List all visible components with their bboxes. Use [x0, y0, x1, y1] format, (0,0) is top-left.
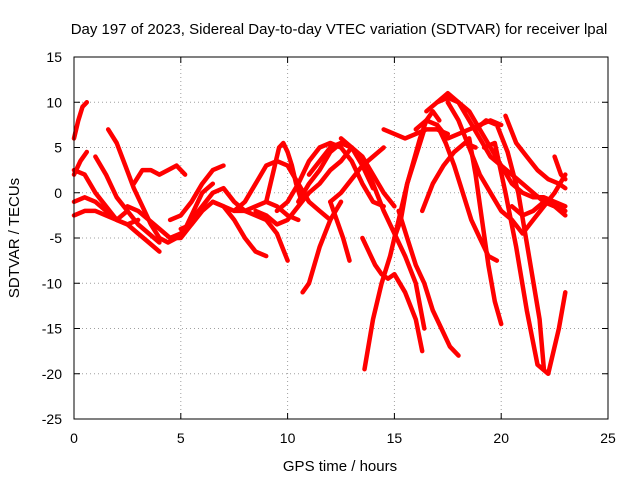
data-series-s6 — [93, 154, 162, 245]
y-tick-label: -10 — [42, 275, 62, 291]
y-tick-label: -25 — [42, 411, 62, 427]
data-series-s21 — [306, 140, 397, 209]
x-tick-label: 20 — [493, 430, 509, 446]
data-series-s23 — [338, 136, 427, 331]
x-tick-label: 25 — [600, 430, 616, 446]
data-series-s14 — [231, 158, 333, 223]
y-tick-label: 5 — [54, 140, 62, 156]
chart-title: Day 197 of 2023, Sidereal Day-to-day VTE… — [71, 21, 608, 38]
data-series-s15 — [253, 145, 354, 227]
data-series-s12 — [167, 185, 290, 263]
y-tick-label: 15 — [46, 49, 62, 65]
y-tick-label: -20 — [42, 366, 62, 382]
data-series-s24 — [360, 235, 425, 354]
data-series-s22 — [328, 199, 352, 263]
data-series-s35 — [466, 136, 504, 327]
x-tick-label: 15 — [387, 430, 403, 446]
data-series-s27 — [392, 109, 442, 241]
y-axis-title: SDTVAR / TECUs — [6, 178, 23, 298]
data-series-s1 — [71, 100, 90, 141]
data-series-s38 — [503, 113, 568, 191]
data-series-s8 — [131, 163, 188, 186]
data-series-s36 — [473, 118, 547, 372]
data-series-s37 — [481, 140, 568, 377]
y-tick-label: 0 — [54, 185, 62, 201]
x-tick-label: 5 — [177, 430, 185, 446]
data-series-s40 — [552, 154, 568, 182]
axes: 0 5 10 15 20 25 -25 -20 -15 -10 -5 0 5 10 15 — [42, 49, 616, 446]
data-series — [71, 90, 568, 377]
data-series-s26 — [396, 208, 461, 358]
data-series-s17 — [274, 140, 386, 214]
data-series-s13 — [210, 199, 301, 223]
y-tick-label: -5 — [50, 230, 63, 246]
data-series-s10 — [167, 163, 226, 223]
data-series-s39 — [509, 199, 568, 218]
x-tick-label: 0 — [70, 430, 78, 446]
data-series-s16 — [263, 140, 303, 205]
data-series-s20 — [328, 145, 386, 205]
data-series-s4 — [71, 195, 141, 227]
x-tick-label: 10 — [280, 430, 296, 446]
y-tick-label: 10 — [46, 94, 62, 110]
x-axis-title: GPS time / hours — [283, 458, 397, 475]
y-tick-label: -15 — [42, 321, 62, 337]
data-series-s5 — [71, 208, 130, 223]
data-series-s7 — [105, 127, 216, 245]
